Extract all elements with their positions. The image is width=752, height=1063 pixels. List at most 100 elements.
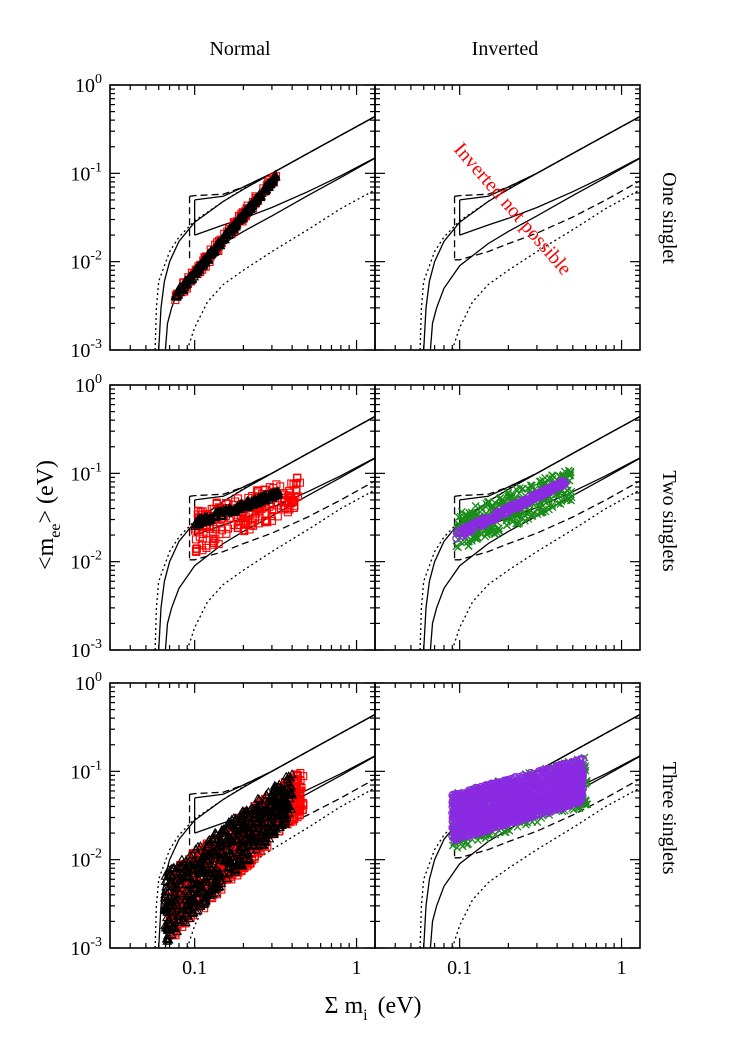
point-purple-circles <box>509 815 518 824</box>
point-red-squares <box>202 541 211 550</box>
point-black-triangles <box>211 867 222 876</box>
point-black-triangles <box>178 284 189 293</box>
point-black-triangles <box>232 826 243 835</box>
point-green-crosses <box>567 493 576 502</box>
point-black-triangles <box>221 844 232 854</box>
panel-0-1: Inverted not possible <box>374 84 641 351</box>
point-black-triangles <box>222 855 233 865</box>
point-purple-circles <box>565 800 574 809</box>
point-green-crosses <box>566 468 575 477</box>
point-black-triangles <box>174 876 185 885</box>
curve-normal-upper <box>158 115 375 350</box>
point-red-squares <box>192 547 201 556</box>
point-black-triangles <box>213 879 224 889</box>
point-black-triangles <box>199 851 209 861</box>
point-black-triangles <box>180 917 191 927</box>
point-purple-circles <box>450 825 459 834</box>
point-black-triangles <box>197 515 208 525</box>
point-black-triangles <box>164 914 175 923</box>
point-black-triangles <box>224 848 234 858</box>
point-red-squares <box>293 474 302 483</box>
curve-normal-upper-3sigma <box>154 115 375 350</box>
point-black-triangles <box>166 878 176 887</box>
plot-area <box>419 713 640 948</box>
point-red-squares <box>283 492 292 501</box>
point-green-crosses <box>544 505 553 514</box>
point-black-triangles <box>285 782 296 792</box>
point-black-triangles <box>210 827 221 837</box>
point-black-triangles <box>237 859 248 869</box>
point-black-triangles <box>196 886 207 896</box>
curve-inverted-outer-dashed <box>189 415 375 497</box>
point-black-triangles <box>167 921 178 930</box>
point-purple-circles <box>553 481 562 490</box>
point-black-triangles <box>192 863 203 872</box>
point-purple-circles <box>471 790 480 799</box>
point-black-triangles <box>274 810 285 819</box>
point-black-triangles <box>283 771 294 780</box>
point-black-triangles <box>182 905 193 915</box>
point-black-triangles <box>272 817 283 826</box>
point-purple-circles <box>549 481 558 490</box>
point-red-squares <box>202 529 211 538</box>
point-black-triangles <box>239 207 250 216</box>
point-purple-circles <box>553 785 562 794</box>
point-black-triangles <box>176 854 187 864</box>
point-purple-circles <box>463 524 472 534</box>
point-black-triangles <box>230 505 241 514</box>
point-red-squares <box>209 537 218 546</box>
point-purple-circles <box>512 800 521 809</box>
point-black-triangles <box>180 894 191 904</box>
point-purple-circles <box>472 801 481 810</box>
point-purple-circles <box>564 798 573 807</box>
point-black-triangles <box>255 826 266 836</box>
point-green-crosses <box>537 506 546 515</box>
point-black-triangles <box>244 201 255 211</box>
point-black-triangles <box>193 267 203 276</box>
point-black-triangles <box>178 913 189 922</box>
point-black-triangles <box>183 873 194 882</box>
point-black-triangles <box>216 840 227 850</box>
point-black-triangles <box>279 798 290 808</box>
point-black-triangles <box>234 214 245 224</box>
point-black-triangles <box>220 854 230 864</box>
point-black-triangles <box>268 173 279 182</box>
point-black-triangles <box>265 817 276 826</box>
curve-inverted-outer-dashed <box>189 115 375 197</box>
plot-area <box>419 115 640 350</box>
point-purple-circles <box>527 782 537 791</box>
point-black-triangles <box>214 239 225 248</box>
point-black-triangles <box>186 895 197 905</box>
point-black-triangles <box>190 857 201 866</box>
point-black-triangles <box>192 905 203 915</box>
curve-inverted-upper <box>194 115 375 201</box>
point-black-triangles <box>223 868 234 878</box>
point-green-crosses <box>471 501 480 510</box>
x-tick-label: 1 <box>352 957 362 979</box>
point-purple-circles <box>456 833 465 842</box>
point-red-squares <box>267 512 276 521</box>
point-black-triangles <box>260 795 271 805</box>
point-green-crosses <box>548 471 557 480</box>
point-black-triangles <box>182 886 193 895</box>
y-tick-label: 10-3 <box>70 637 102 662</box>
point-purple-circles <box>522 495 532 505</box>
point-black-triangles <box>219 234 230 244</box>
y-tick-label: 10-3 <box>70 337 102 362</box>
point-black-triangles <box>244 854 254 864</box>
point-purple-circles <box>572 756 581 765</box>
point-red-squares <box>249 521 258 530</box>
point-black-triangles <box>252 494 262 504</box>
point-purple-circles <box>512 785 522 794</box>
point-black-triangles <box>209 883 220 893</box>
y-tick-label: 100 <box>75 372 102 397</box>
point-purple-circles <box>466 816 475 825</box>
point-black-triangles <box>237 849 248 859</box>
point-black-triangles <box>166 929 177 939</box>
point-black-triangles <box>231 218 242 228</box>
point-black-triangles <box>185 849 196 859</box>
point-black-triangles <box>228 507 239 516</box>
